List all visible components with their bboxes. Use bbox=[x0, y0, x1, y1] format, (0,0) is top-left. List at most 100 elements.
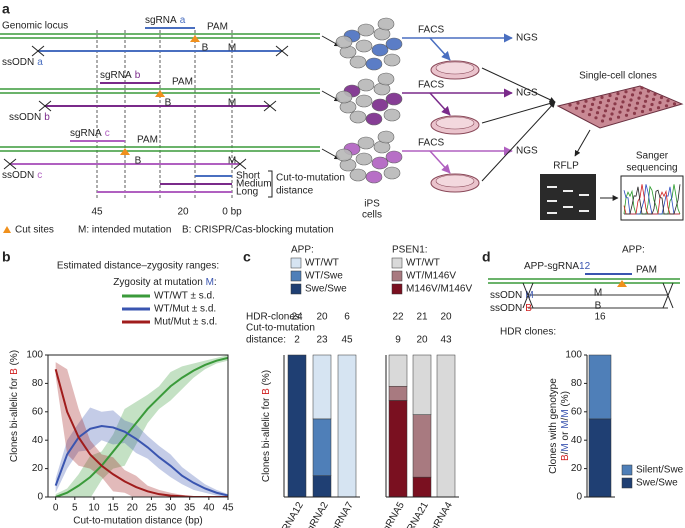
legend-title-part: M bbox=[206, 277, 214, 288]
well bbox=[643, 99, 648, 103]
trace bbox=[624, 184, 681, 215]
hdr-count: 24 bbox=[291, 312, 303, 323]
ngs-label: NGS bbox=[516, 88, 538, 99]
legend-text: M146V/M146V bbox=[406, 284, 472, 295]
ssodn-letter: B bbox=[525, 303, 532, 314]
well bbox=[626, 108, 630, 112]
cells-label: cells bbox=[362, 210, 382, 221]
y-axis-label: Clones with genotype bbox=[548, 378, 559, 474]
y-axis-label-part: M bbox=[560, 420, 571, 428]
y-axis-label-part: M bbox=[560, 443, 571, 451]
x-tick-label: sgRNA7 bbox=[328, 500, 356, 528]
ssodn-text: ssODN bbox=[490, 290, 522, 301]
crossover bbox=[662, 282, 674, 309]
well bbox=[658, 101, 662, 105]
well bbox=[630, 93, 635, 97]
cell bbox=[385, 92, 403, 106]
well bbox=[634, 106, 638, 110]
bar-segment bbox=[287, 354, 307, 498]
dish-inner bbox=[435, 174, 475, 188]
well bbox=[629, 98, 633, 102]
facs-label: FACS bbox=[418, 25, 444, 36]
arrow bbox=[429, 150, 451, 174]
y-tick-label: 100 bbox=[26, 350, 43, 361]
y-axis-label-part: (%) bbox=[261, 370, 272, 388]
arrow bbox=[429, 37, 451, 61]
bar-segment bbox=[312, 475, 332, 498]
sgrna-letter: a bbox=[180, 15, 186, 26]
gel-band bbox=[563, 206, 573, 208]
hdr-count: 6 bbox=[344, 312, 350, 323]
crossover bbox=[275, 45, 289, 57]
well bbox=[600, 95, 604, 99]
crossover bbox=[38, 100, 52, 112]
pam-label: PAM bbox=[137, 135, 158, 146]
cell bbox=[365, 112, 383, 126]
ssodn-text: ssODN bbox=[490, 303, 522, 314]
sgrna-label: APP-sgRNA12 bbox=[524, 261, 591, 272]
cell bbox=[371, 98, 389, 112]
x-tick-label: 15 bbox=[108, 503, 120, 514]
ssodn-text: ssODN bbox=[2, 57, 34, 68]
bar-segment bbox=[337, 354, 357, 498]
sgrna-letter: b bbox=[135, 70, 141, 81]
sgrna-label: sgRNA a bbox=[145, 15, 186, 26]
well bbox=[659, 95, 664, 100]
sgrna-text: sgRNA bbox=[70, 128, 102, 139]
bar-segment bbox=[436, 354, 456, 498]
legend-text: Mut/Mut ± s.d. bbox=[154, 317, 217, 328]
distance-tick: 0 bp bbox=[222, 207, 242, 218]
distance-tick: 20 bbox=[177, 207, 189, 218]
well bbox=[603, 109, 608, 113]
distance-caption: distance bbox=[276, 186, 314, 197]
well bbox=[602, 114, 606, 118]
y-axis-label-part: Clones with genotype bbox=[548, 378, 559, 474]
hdr-count: 20 bbox=[440, 312, 452, 323]
cell bbox=[377, 72, 395, 86]
bar-segment bbox=[388, 385, 408, 401]
cut-site bbox=[3, 226, 11, 233]
hdr-count: 22 bbox=[392, 312, 404, 323]
distance-value: 20 bbox=[416, 335, 428, 346]
cell bbox=[383, 166, 401, 180]
y-tick-label: 60 bbox=[32, 406, 44, 417]
well bbox=[600, 119, 605, 123]
y-axis-label-part: / bbox=[560, 451, 571, 454]
hdr-label: HDR clones: bbox=[500, 327, 556, 338]
mutation-mark: M bbox=[594, 288, 602, 299]
crossover bbox=[522, 282, 534, 309]
x-tick-label: sgRNA12 bbox=[275, 500, 306, 528]
y-axis-label-part: Clones bi-allelic for bbox=[9, 375, 20, 462]
cut-site bbox=[190, 35, 200, 42]
well bbox=[611, 107, 616, 111]
ssodn-label: ssODN c bbox=[2, 170, 42, 181]
legend-swatch bbox=[290, 257, 302, 269]
b-mark: B bbox=[165, 98, 172, 109]
b-mark: B bbox=[135, 156, 142, 167]
cell bbox=[335, 90, 353, 104]
cell bbox=[357, 23, 375, 37]
arrow bbox=[429, 92, 451, 116]
arrow bbox=[481, 67, 556, 103]
well bbox=[656, 106, 661, 110]
arrow bbox=[481, 100, 556, 124]
cell bbox=[371, 156, 389, 170]
b-mark: B bbox=[202, 43, 209, 54]
ssodn-label: ssODN B bbox=[490, 303, 532, 314]
distance-value: 2 bbox=[294, 335, 300, 346]
y-axis-label: B/M or M/M (%) bbox=[560, 391, 571, 461]
plate-label: Single-cell clones bbox=[579, 71, 657, 82]
ssodn-letter: M bbox=[525, 290, 533, 301]
well bbox=[568, 103, 572, 107]
pam-label: PAM bbox=[172, 77, 193, 88]
gel-band bbox=[547, 200, 557, 202]
well bbox=[608, 117, 613, 121]
y-axis-label: Clones bi-allelic for B (%) bbox=[261, 370, 272, 482]
well bbox=[614, 97, 619, 101]
well bbox=[584, 99, 588, 103]
panel-letter: d bbox=[482, 249, 491, 265]
trace bbox=[623, 184, 681, 215]
well bbox=[598, 100, 603, 105]
series-line bbox=[54, 368, 228, 497]
ssodn-text: ssODN bbox=[2, 170, 34, 181]
